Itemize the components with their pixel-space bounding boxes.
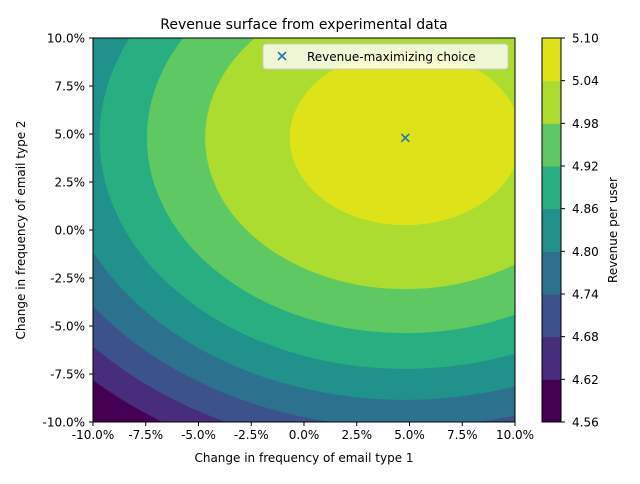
colorbar-tick-label: 4.56 [572, 416, 599, 430]
y-tick-label: -10.0% [43, 416, 85, 430]
y-axis-label: Change in frequency of email type 2 [14, 120, 28, 339]
x-tick-labels: -10.0% -7.5% -5.0% -2.5% 0.0% 2.5% 5.0% … [72, 428, 534, 442]
x-tick-label: -10.0% [72, 428, 114, 442]
colorbar-band [542, 379, 561, 423]
contour-band [289, 50, 515, 226]
colorbar-label: Revenue per user [606, 177, 620, 283]
y-tick-label: 0.0% [55, 224, 86, 238]
y-tick-label: -7.5% [50, 368, 85, 382]
legend: Revenue-maximizing choice [262, 43, 509, 70]
colorbar-band [542, 208, 561, 252]
x-tick-label: 7.5% [447, 428, 478, 442]
x-ticks [92, 422, 516, 426]
colorbar-tick-label: 4.86 [572, 202, 599, 216]
colorbar-tick-labels: 5.10 5.04 4.98 4.92 4.86 4.80 4.74 4.68 … [572, 32, 599, 430]
optimum-marker-layer [400, 133, 410, 143]
x-tick-label: 2.5% [342, 428, 373, 442]
legend-label: Revenue-maximizing choice [307, 50, 476, 64]
legend-marker-x-icon [277, 51, 287, 61]
x-tick-label: -5.0% [181, 428, 216, 442]
chart-title: Revenue surface from experimental data [160, 17, 448, 33]
optimum-marker-x-icon [400, 133, 410, 143]
colorbar-band [542, 80, 561, 124]
x-axis: -10.0% -7.5% -5.0% -2.5% 0.0% 2.5% 5.0% … [72, 422, 534, 465]
x-tick-label: 10.0% [496, 428, 534, 442]
colorbar-tick-label: 4.74 [572, 288, 599, 302]
y-ticks [89, 37, 93, 423]
x-tick-label: -7.5% [128, 428, 163, 442]
colorbar-bands [542, 38, 561, 423]
colorbar-tick-label: 5.04 [572, 74, 599, 88]
colorbar-ticks [561, 37, 565, 423]
colorbar-frame [541, 37, 562, 423]
colorbar-tick-label: 4.68 [572, 330, 599, 344]
colorbar-band [542, 251, 561, 295]
y-axis: 10.0% 7.5% 5.0% 2.5% 0.0% -2.5% -5.0% -7… [14, 32, 93, 430]
colorbar-band [542, 38, 561, 82]
x-tick-label: 0.0% [289, 428, 320, 442]
colorbar: 5.10 5.04 4.98 4.92 4.86 4.80 4.74 4.68 … [541, 32, 620, 430]
y-tick-label: -5.0% [50, 320, 85, 334]
x-tick-label: 5.0% [394, 428, 425, 442]
y-tick-label: 2.5% [55, 176, 86, 190]
colorbar-tick-label: 4.98 [572, 117, 599, 131]
y-tick-label: 5.0% [55, 128, 86, 142]
colorbar-band [542, 336, 561, 380]
y-tick-label: 10.0% [47, 32, 85, 46]
colorbar-tick-label: 4.92 [572, 160, 599, 174]
colorbar-tick-label: 4.62 [572, 373, 599, 387]
colorbar-band [542, 166, 561, 210]
x-tick-label: -2.5% [234, 428, 269, 442]
y-tick-label: -2.5% [50, 272, 85, 286]
y-tick-labels: 10.0% 7.5% 5.0% 2.5% 0.0% -2.5% -5.0% -7… [43, 32, 85, 430]
y-tick-label: 7.5% [55, 80, 86, 94]
colorbar-tick-label: 4.80 [572, 245, 599, 259]
x-axis-label: Change in frequency of email type 1 [194, 451, 413, 465]
colorbar-band [542, 294, 561, 338]
legend-box [262, 43, 509, 70]
colorbar-tick-label: 5.10 [572, 32, 599, 46]
colorbar-band [542, 123, 561, 167]
